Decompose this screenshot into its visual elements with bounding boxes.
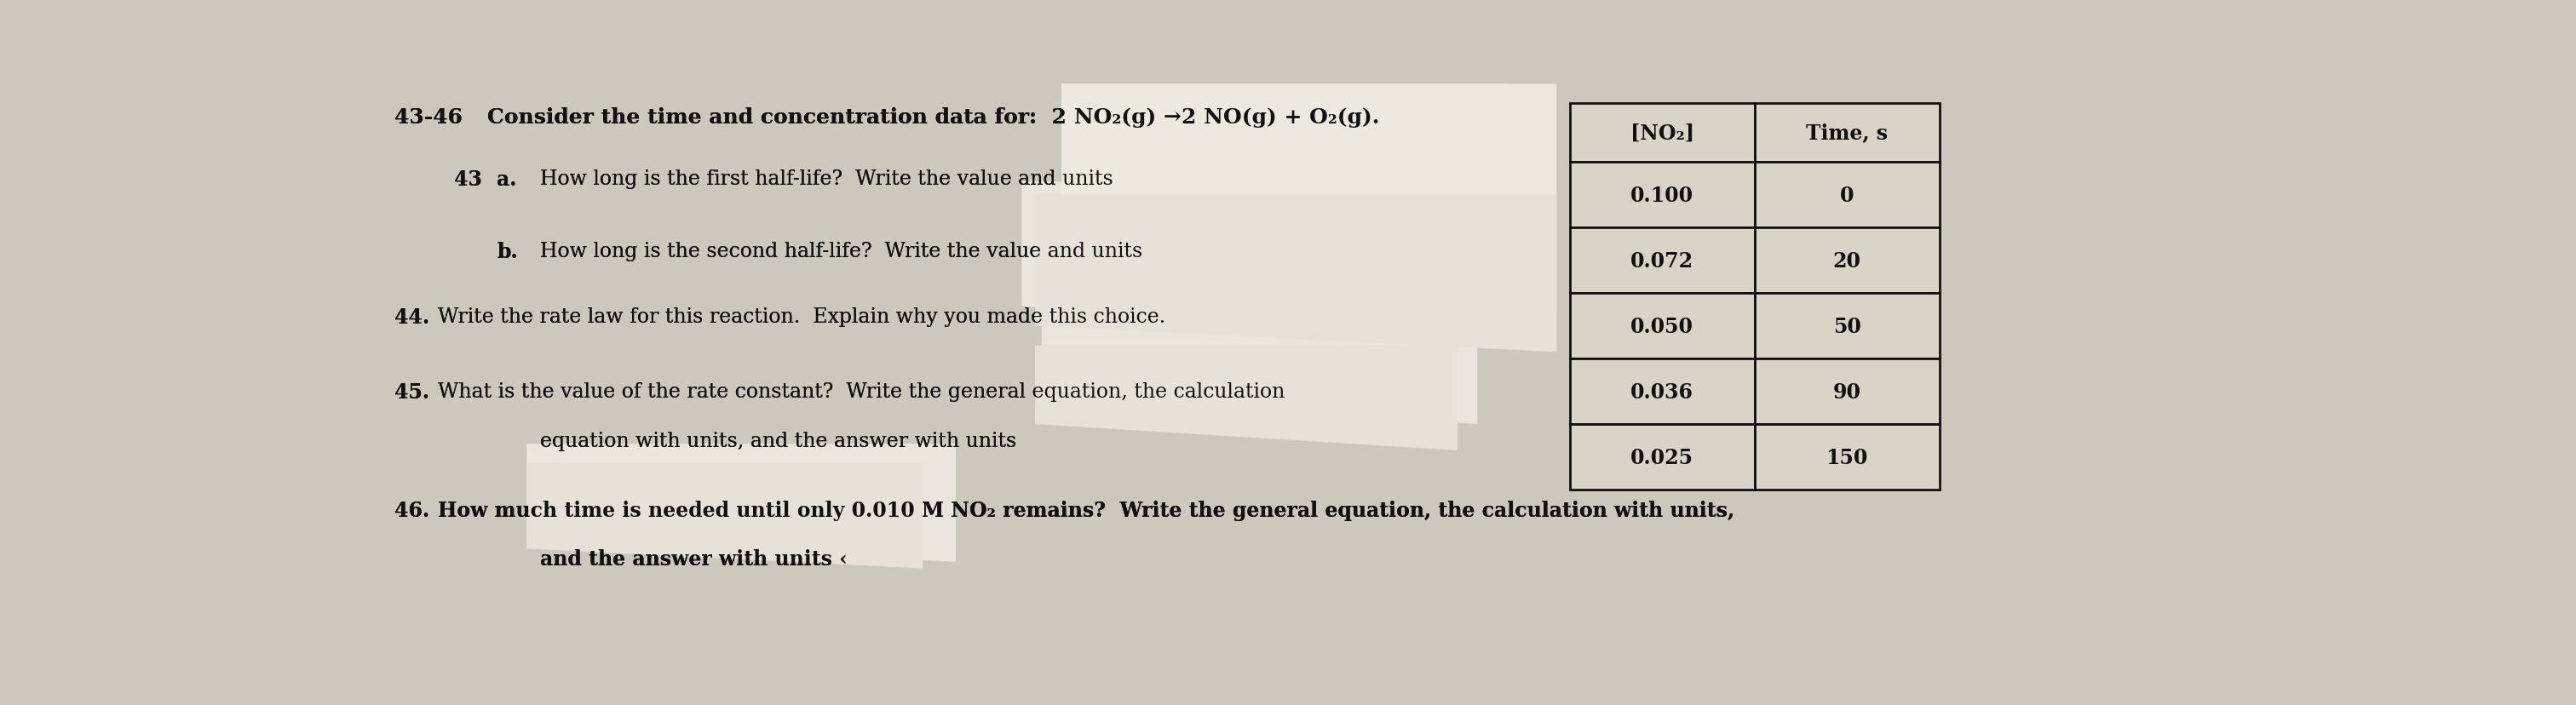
Text: How much time is needed until only 0.010 M NO₂ remains?  Write the general equat: How much time is needed until only 0.010…	[438, 500, 1734, 520]
Text: [NO₂]: [NO₂]	[1631, 123, 1695, 143]
Text: 0.100: 0.100	[1631, 185, 1695, 205]
Text: a.: a.	[497, 169, 518, 190]
Text: equation with units, and the answer with units: equation with units, and the answer with…	[541, 431, 1018, 450]
Text: and the answer with units ‹: and the answer with units ‹	[541, 549, 848, 569]
Text: 43-46: 43-46	[394, 107, 464, 128]
Text: How long is the second half-life?  Write the value and units: How long is the second half-life? Write …	[541, 241, 1141, 261]
Text: and the answer with units ‹: and the answer with units ‹	[541, 549, 848, 569]
Text: b.: b.	[497, 241, 518, 262]
Polygon shape	[1036, 195, 1556, 352]
Bar	[1569, 359, 1754, 424]
Bar	[1569, 293, 1754, 359]
Bar	[1754, 228, 1940, 293]
Text: 45.: 45.	[394, 382, 430, 403]
Text: 50: 50	[1834, 316, 1860, 336]
Polygon shape	[1036, 346, 1458, 450]
Polygon shape	[526, 444, 956, 562]
Text: 20: 20	[1834, 250, 1860, 271]
Text: 0.036: 0.036	[1631, 381, 1692, 402]
Text: Consider the time and concentration data for:  2 NO₂(g) →2 NO(g) + O₂(g).: Consider the time and concentration data…	[487, 107, 1378, 128]
Text: How long is the first half-life?  Write the value and units: How long is the first half-life? Write t…	[541, 169, 1113, 189]
Text: 43: 43	[453, 169, 482, 190]
Text: Write the rate law for this reaction.  Explain why you made this choice.: Write the rate law for this reaction. Ex…	[438, 307, 1164, 326]
Bar	[1754, 359, 1940, 424]
Polygon shape	[1023, 182, 1510, 346]
Text: b.: b.	[497, 241, 518, 262]
Bar	[1569, 228, 1754, 293]
Text: What is the value of the rate constant?  Write the general equation, the calcula: What is the value of the rate constant? …	[438, 382, 1285, 401]
Text: 90: 90	[1834, 381, 1860, 402]
Text: What is the value of the rate constant?  Write the general equation, the calcula: What is the value of the rate constant? …	[438, 382, 1285, 401]
Text: equation with units, and the answer with units: equation with units, and the answer with…	[541, 431, 1018, 450]
Polygon shape	[1041, 300, 1476, 424]
Text: 150: 150	[1826, 447, 1868, 467]
Text: How much time is needed until only 0.010 M NO₂ remains?  Write the general equat: How much time is needed until only 0.010…	[438, 500, 1734, 520]
Polygon shape	[526, 464, 922, 568]
Text: How long is the first half-life?  Write the value and units: How long is the first half-life? Write t…	[541, 169, 1113, 189]
Text: 0.072: 0.072	[1631, 250, 1695, 271]
Text: 46.: 46.	[394, 500, 430, 520]
Text: a.: a.	[497, 169, 518, 190]
Text: 43-46: 43-46	[394, 107, 464, 128]
Bar	[1569, 104, 1754, 163]
Text: Write the rate law for this reaction.  Explain why you made this choice.: Write the rate law for this reaction. Ex…	[438, 307, 1164, 326]
Text: Consider the time and concentration data for:  2 NO₂(g) →2 NO(g) + O₂(g).: Consider the time and concentration data…	[487, 107, 1378, 128]
Polygon shape	[1061, 85, 1556, 307]
Text: 43: 43	[453, 169, 482, 190]
Text: 45.: 45.	[394, 382, 430, 403]
Polygon shape	[1061, 85, 1510, 281]
Bar	[1754, 424, 1940, 490]
Bar	[1754, 163, 1940, 228]
Text: Time, s: Time, s	[1806, 123, 1888, 143]
Bar	[1569, 424, 1754, 490]
Text: 46.: 46.	[394, 500, 430, 520]
Text: 44.: 44.	[394, 307, 430, 327]
Text: 0.050: 0.050	[1631, 316, 1692, 336]
Bar	[1569, 163, 1754, 228]
Text: 44.: 44.	[394, 307, 430, 327]
Bar	[1754, 104, 1940, 163]
Text: 0: 0	[1839, 185, 1855, 205]
Bar	[1754, 293, 1940, 359]
Text: How long is the second half-life?  Write the value and units: How long is the second half-life? Write …	[541, 241, 1141, 261]
Text: 0.025: 0.025	[1631, 447, 1692, 467]
